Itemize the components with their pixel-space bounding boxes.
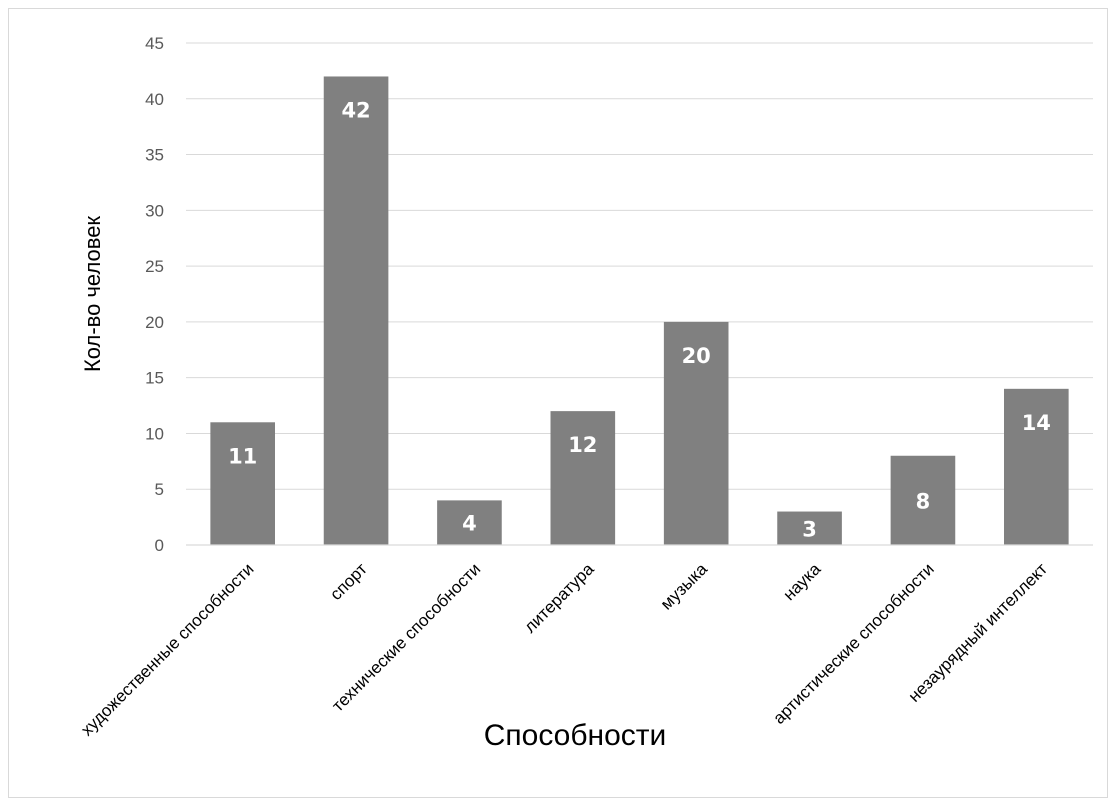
y-tick-label: 5 <box>155 480 164 499</box>
x-tick-label: художественные способности <box>77 559 257 739</box>
x-tick-label: наука <box>780 559 825 604</box>
data-label: 42 <box>341 98 370 122</box>
chart-frame <box>8 8 1108 798</box>
x-axis-categories: художественные способности спорттехническ… <box>77 559 1051 740</box>
y-tick-label: 35 <box>145 146 164 165</box>
data-labels: 11 42 4 12 20 3 8 14 <box>228 98 1051 541</box>
x-axis-title: Способности <box>484 719 667 752</box>
y-tick-label: 10 <box>145 424 164 443</box>
x-tick-label: спорт <box>326 559 371 604</box>
y-tick-label: 40 <box>145 90 164 109</box>
y-tick-label: 0 <box>155 536 164 555</box>
y-tick-label: 25 <box>145 257 164 276</box>
bar <box>323 76 389 545</box>
bar <box>550 411 616 545</box>
bar <box>210 422 275 545</box>
data-label: 4 <box>462 512 477 536</box>
bar <box>890 455 956 545</box>
y-tick-label: 45 <box>145 34 164 53</box>
x-tick-label: литература <box>520 559 598 637</box>
bar <box>777 511 842 545</box>
data-label: 12 <box>568 433 597 457</box>
gridlines <box>186 42 1093 490</box>
y-tick-label: 20 <box>145 313 164 332</box>
y-tick-label: 30 <box>145 201 164 220</box>
data-label: 11 <box>228 444 257 468</box>
y-axis-title: Кол-во человек <box>80 216 105 372</box>
x-tick-label: музыка <box>657 559 712 614</box>
y-axis-ticks: 0 5 10 15 20 25 30 35 40 45 <box>145 34 164 555</box>
bar <box>663 321 729 545</box>
bar <box>437 500 502 545</box>
data-label: 8 <box>916 489 931 513</box>
y-tick-label: 15 <box>145 369 164 388</box>
data-label: 20 <box>682 344 711 368</box>
bar <box>1004 388 1069 545</box>
bars <box>210 76 1069 545</box>
data-label: 14 <box>1022 411 1051 435</box>
data-label: 3 <box>802 517 817 541</box>
